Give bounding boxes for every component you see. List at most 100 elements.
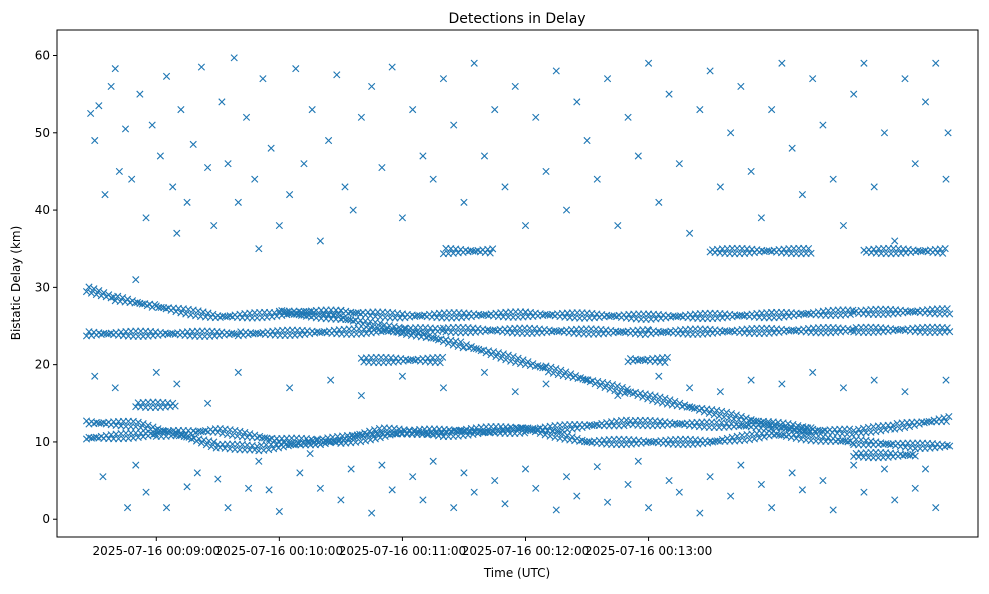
scatter-marker (197, 63, 205, 71)
scatter-marker (716, 183, 724, 191)
track-marker (197, 439, 205, 447)
y-tick-label: 30 (35, 280, 50, 294)
scatter-marker (316, 237, 324, 245)
scatter-marker (218, 98, 226, 106)
scatter-marker (152, 368, 160, 376)
scatter-marker (788, 144, 796, 152)
track-marker (732, 411, 740, 419)
scatter-marker (460, 198, 468, 206)
track-marker (344, 316, 352, 324)
track-marker (457, 338, 465, 346)
track-marker (690, 404, 699, 413)
scatter-marker (573, 98, 581, 106)
track-marker (557, 366, 565, 374)
track-marker (644, 395, 652, 403)
track-marker (210, 438, 218, 446)
scatter-marker (501, 183, 509, 191)
scatter-marker (388, 63, 396, 71)
scatter-marker (398, 214, 407, 222)
track-marker (172, 308, 180, 316)
track-marker (100, 289, 108, 297)
scatter-marker (107, 82, 115, 91)
x-axis-label: Time (UTC) (483, 566, 550, 580)
track-marker (581, 376, 589, 384)
scatter-marker (850, 90, 858, 98)
track-marker (449, 341, 457, 349)
track-marker (492, 352, 500, 361)
scatter-marker (156, 152, 164, 160)
scatter-marker (357, 391, 365, 400)
scatter-marker (470, 488, 478, 496)
track-marker (230, 330, 238, 338)
track-marker (486, 249, 494, 257)
track-marker (536, 429, 544, 437)
scatter-marker (162, 504, 171, 512)
scatter-marker (265, 486, 273, 494)
scatter-marker (665, 90, 673, 98)
scatter-marker (99, 473, 107, 481)
scatter-marker (378, 461, 386, 469)
scatter-marker (316, 484, 324, 492)
track-marker (943, 305, 951, 313)
scatter-marker (942, 175, 950, 183)
scatter-marker (552, 67, 560, 75)
track-marker (209, 310, 217, 318)
scatter-marker (203, 163, 212, 172)
data-markers (82, 54, 954, 517)
track-marker (563, 431, 571, 439)
track-marker (509, 352, 517, 361)
scatter-marker (142, 214, 150, 222)
scatter-marker (193, 469, 201, 477)
scatter-marker (210, 221, 218, 230)
scatter-marker (177, 106, 185, 114)
scatter-marker (778, 59, 786, 67)
track-marker (671, 397, 679, 406)
track-marker (92, 290, 100, 299)
scatter-marker (552, 506, 560, 514)
scatter-marker (562, 206, 571, 214)
scatter-marker (870, 376, 878, 384)
track-marker (157, 303, 165, 311)
scatter-marker (255, 245, 263, 253)
scatter-marker (132, 461, 140, 469)
scatter-marker (737, 82, 745, 91)
scatter-marker (101, 191, 109, 199)
scatter-marker (255, 457, 263, 465)
scatter-marker (306, 449, 314, 458)
scatter-marker (768, 106, 776, 114)
track-marker (253, 442, 261, 450)
plot-frame (56, 29, 979, 538)
scatter-marker (809, 75, 817, 83)
scatter-marker (128, 175, 136, 183)
scatter-marker (347, 465, 355, 473)
scatter-marker (286, 191, 294, 199)
scatter-marker (675, 160, 683, 168)
scatter-marker (111, 384, 119, 392)
track-marker (807, 249, 815, 257)
scatter-marker (716, 388, 724, 396)
scatter-marker (327, 376, 335, 384)
scatter-marker (491, 476, 499, 485)
scatter-marker (333, 71, 341, 79)
scatter-marker (614, 221, 622, 230)
scatter-marker (839, 384, 848, 392)
scatter-marker (308, 106, 316, 114)
track-marker (889, 421, 897, 429)
scatter-marker (696, 106, 704, 114)
scatter-marker (368, 509, 376, 517)
scatter-marker (214, 475, 222, 483)
scatter-marker (696, 509, 704, 517)
track-marker (202, 441, 210, 449)
scatter-marker (480, 152, 489, 160)
track-marker (807, 424, 815, 432)
scatter-marker (300, 160, 308, 168)
scatter-marker (944, 129, 952, 137)
scatter-marker (624, 113, 632, 121)
scatter-marker (419, 152, 427, 160)
scatter-marker (798, 486, 807, 494)
scatter-marker (429, 457, 437, 465)
scatter-marker (136, 90, 144, 98)
track-marker (661, 394, 669, 402)
scatter-marker (230, 54, 238, 62)
scatter-marker (757, 214, 765, 222)
